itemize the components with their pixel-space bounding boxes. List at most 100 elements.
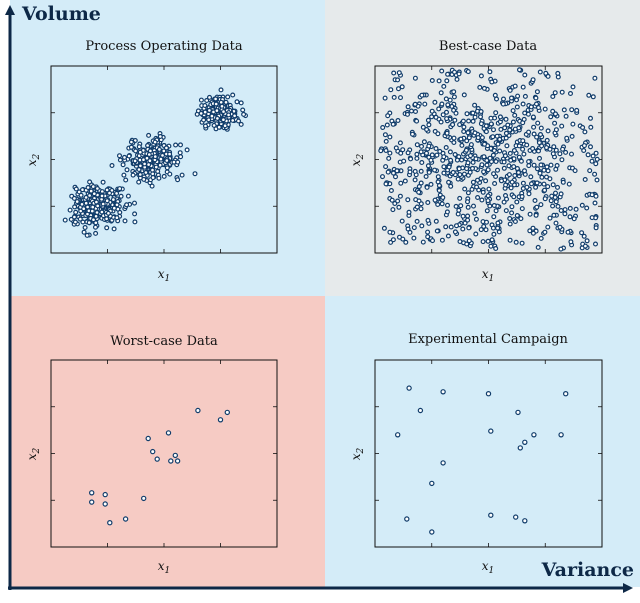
scatter-point: [472, 130, 478, 136]
scatter-point: [433, 146, 439, 152]
scatter-point: [206, 117, 212, 123]
scatter-point: [593, 225, 599, 231]
scatter-point: [485, 238, 491, 244]
scatter-point: [444, 130, 450, 136]
scatter-point: [211, 122, 217, 128]
axis-label-subscript: 1: [489, 566, 495, 576]
axis-ticks: [51, 66, 277, 253]
scatter-point: [140, 495, 147, 502]
scatter-point: [439, 68, 445, 74]
scatter-point: [99, 209, 105, 215]
scatter-point: [156, 175, 162, 181]
scatter-point: [444, 109, 450, 115]
scatter-point: [527, 228, 533, 234]
scatter-point: [558, 246, 564, 252]
scatter-point: [462, 220, 468, 226]
scatter-point: [498, 126, 504, 132]
scatter-point: [81, 206, 87, 212]
scatter-point: [224, 409, 230, 416]
scatter-point: [93, 230, 99, 236]
scatter-point: [136, 144, 142, 150]
scatter-point: [465, 160, 471, 166]
scatter-point: [198, 97, 204, 103]
scatter-point: [475, 195, 481, 201]
scatter-point: [461, 129, 467, 135]
scatter-point: [401, 158, 407, 164]
scatter-point: [241, 111, 247, 117]
scatter-point: [559, 157, 565, 163]
scatter-point: [156, 146, 162, 152]
scatter-point: [469, 186, 475, 192]
scatter-point: [515, 170, 521, 176]
scatter-point: [487, 155, 493, 161]
scatter-point: [584, 238, 590, 244]
scatter-point: [481, 223, 487, 229]
axis-label-subscript: 2: [356, 153, 366, 160]
scatter-point: [461, 92, 467, 98]
scatter-point: [132, 200, 138, 206]
scatter-point: [137, 149, 143, 155]
scatter-point: [414, 151, 420, 157]
scatter-point: [72, 219, 78, 225]
scatter-point: [146, 132, 152, 138]
axis-label-subscript: 2: [32, 153, 42, 160]
scatter-point: [114, 202, 120, 208]
scatter-point: [94, 210, 100, 216]
scatter-point: [531, 124, 537, 130]
scatter-point: [418, 168, 424, 174]
scatter-point: [141, 176, 147, 182]
scatter-point: [488, 428, 494, 434]
scatter-point: [432, 197, 438, 203]
scatter-point: [500, 101, 506, 107]
scatter-point: [146, 162, 152, 168]
scatter-point: [457, 122, 463, 128]
scatter-point: [550, 151, 556, 157]
scatter-point: [552, 90, 558, 96]
y-axis-label: x2: [25, 447, 42, 460]
scatter-point: [482, 141, 488, 147]
scatter-point: [464, 111, 470, 117]
scatter-point: [536, 140, 542, 146]
scatter-point: [116, 153, 122, 159]
scatter-point: [501, 165, 507, 171]
scatter-point: [479, 197, 485, 203]
scatter-point: [393, 145, 399, 151]
scatter-point: [390, 207, 396, 213]
scatter-point: [411, 225, 417, 231]
scatter-point: [470, 110, 476, 116]
scatter-point: [520, 180, 526, 186]
scatter-point: [514, 166, 520, 172]
scatter-points: [395, 385, 569, 535]
scatter-point: [202, 109, 208, 115]
scatter-point: [553, 166, 559, 172]
scatter-point: [380, 124, 386, 130]
scatter-point: [450, 122, 456, 128]
scatter-point: [387, 134, 393, 140]
scatter-point: [526, 159, 532, 165]
scatter-point: [490, 225, 496, 231]
scatter-point: [384, 122, 390, 128]
scatter-point: [155, 168, 161, 174]
scatter-point: [128, 144, 134, 150]
scatter-point: [408, 156, 414, 162]
scatter-point: [221, 109, 227, 115]
scatter-point: [535, 148, 541, 154]
scatter-point: [145, 435, 151, 442]
scatter-point: [163, 145, 169, 151]
scatter-point: [454, 157, 460, 163]
scatter-point: [133, 148, 139, 154]
scatter-point: [429, 77, 435, 83]
scatter-point: [440, 112, 446, 118]
scatter-point: [396, 204, 402, 210]
scatter-point: [544, 137, 550, 143]
scatter-point: [481, 169, 487, 175]
scatter-point: [495, 220, 501, 226]
scatter-point: [478, 114, 484, 120]
scatter-point: [62, 217, 68, 223]
scatter-point: [594, 156, 600, 162]
scatter-point: [238, 121, 244, 127]
scatter-point: [421, 139, 427, 145]
scatter-point: [573, 206, 579, 212]
scatter-point: [555, 203, 561, 209]
scatter-point: [160, 152, 166, 158]
